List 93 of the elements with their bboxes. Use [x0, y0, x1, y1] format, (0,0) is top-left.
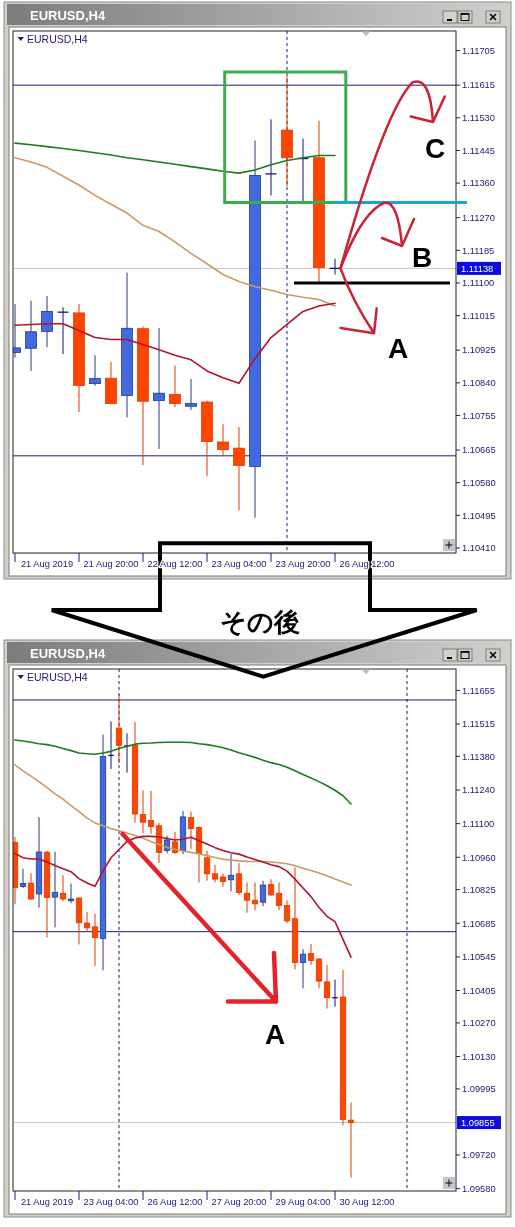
annotation: A	[264, 1018, 286, 1049]
chart-subtitle: EURUSD,H4	[27, 33, 88, 46]
y-tick-label: 1.11380	[462, 751, 495, 762]
candlestick	[185, 378, 197, 411]
candlestick	[227, 853, 235, 892]
candlestick	[67, 883, 75, 904]
candlestick	[347, 1101, 355, 1179]
candlestick	[91, 913, 99, 967]
line-series	[14, 764, 352, 886]
y-tick-label: 1.11615	[462, 80, 495, 91]
candlestick	[233, 426, 245, 511]
candlestick	[89, 354, 101, 387]
y-tick-label: 1.10755	[462, 410, 496, 421]
x-tick-label: 26 Aug 12:00	[339, 558, 395, 569]
chart-subtitle: EURUSD,H4	[27, 671, 88, 684]
candlestick	[203, 850, 211, 882]
x-tick-label: 21 Aug 2019	[20, 558, 74, 569]
y-tick-label: 1.10685	[462, 918, 496, 929]
candlestick	[217, 423, 229, 457]
candlestick	[27, 872, 35, 901]
x-tick-label: 27 Aug 20:00	[211, 1196, 267, 1207]
candlestick	[259, 880, 267, 907]
candlestick	[283, 899, 291, 924]
x-tick-label: 30 Aug 12:00	[339, 1196, 395, 1207]
chart-title: EURUSD,H4	[30, 645, 106, 661]
candlestick	[41, 295, 53, 348]
annotation: B	[411, 241, 433, 273]
chart-title: EURUSD,H4	[30, 7, 106, 23]
x-tick-label: 23 Aug 20:00	[275, 558, 331, 569]
text: その後	[220, 607, 300, 637]
candlestick	[275, 881, 283, 911]
candlestick	[25, 300, 37, 372]
candlestick	[169, 365, 181, 408]
candlestick	[51, 851, 59, 928]
candlestick	[219, 873, 227, 888]
line-series	[14, 156, 336, 307]
y-tick-label: 1.09995	[462, 1084, 496, 1095]
candlestick	[243, 881, 251, 914]
y-tick-label: 1.10925	[462, 345, 496, 356]
candlestick	[299, 948, 307, 989]
y-tick-label: 1.10840	[462, 378, 496, 389]
y-tick-label: 1.10580	[462, 477, 496, 488]
y-tick-label: 1.11240	[462, 785, 495, 796]
annotation: C	[424, 132, 446, 164]
candlestick	[211, 864, 219, 883]
candlestick	[187, 811, 195, 850]
y-tick-label: 1.11270	[462, 212, 495, 223]
candlestick	[59, 874, 67, 902]
candlestick	[153, 327, 165, 450]
candlestick	[19, 868, 27, 889]
y-tick-label: 1.11360	[462, 178, 495, 189]
line-series	[14, 142, 336, 174]
x-tick-label: 26 Aug 12:00	[147, 1196, 203, 1207]
ref-line-label: 1.11138	[461, 263, 494, 274]
y-tick-label: 1.11100	[462, 818, 495, 829]
x-tick-label: 21 Aug 20:00	[83, 558, 139, 569]
y-tick-label: 1.10545	[462, 952, 496, 963]
line-series	[14, 835, 352, 958]
candlestick	[139, 789, 147, 834]
x-tick-label: 29 Aug 04:00	[275, 1196, 331, 1207]
y-tick-label: 1.11100	[462, 278, 495, 289]
y-tick-label: 1.10665	[462, 445, 496, 456]
y-tick-label: 1.10960	[462, 852, 496, 863]
y-tick-label: 1.10130	[462, 1051, 496, 1062]
y-tick-label: 1.11705	[462, 45, 495, 56]
candlestick	[323, 964, 331, 1010]
y-tick-label: 1.11445	[462, 145, 495, 156]
candlestick	[115, 693, 123, 764]
ref-line-label: 1.09855	[461, 1117, 495, 1128]
candlestick	[83, 911, 91, 933]
annotation: A	[387, 332, 409, 364]
y-tick-label: 1.09580	[462, 1183, 496, 1194]
y-tick-label: 1.11185	[462, 245, 495, 256]
y-tick-label: 1.10270	[462, 1018, 496, 1029]
y-tick-label: 1.10410	[462, 543, 496, 554]
candlestick	[235, 862, 243, 896]
candlestick	[147, 790, 155, 835]
y-tick-label: 1.10405	[462, 985, 496, 996]
x-tick-label: 23 Aug 04:00	[83, 1196, 139, 1207]
y-tick-label: 1.11655	[462, 685, 495, 696]
y-tick-label: 1.09720	[462, 1150, 496, 1161]
candlestick	[315, 957, 323, 989]
x-tick-label: 21 Aug 2019	[20, 1196, 74, 1207]
y-tick-label: 1.11515	[462, 719, 495, 730]
x-tick-label: 23 Aug 04:00	[211, 558, 267, 569]
line-series	[14, 739, 352, 805]
candlestick	[264, 118, 278, 196]
line-series	[14, 302, 336, 385]
y-tick-label: 1.10825	[462, 884, 496, 895]
y-tick-label: 1.11015	[462, 310, 495, 321]
y-tick-label: 1.10495	[462, 510, 496, 521]
y-tick-label: 1.11530	[462, 113, 495, 124]
candlestick	[307, 943, 315, 966]
